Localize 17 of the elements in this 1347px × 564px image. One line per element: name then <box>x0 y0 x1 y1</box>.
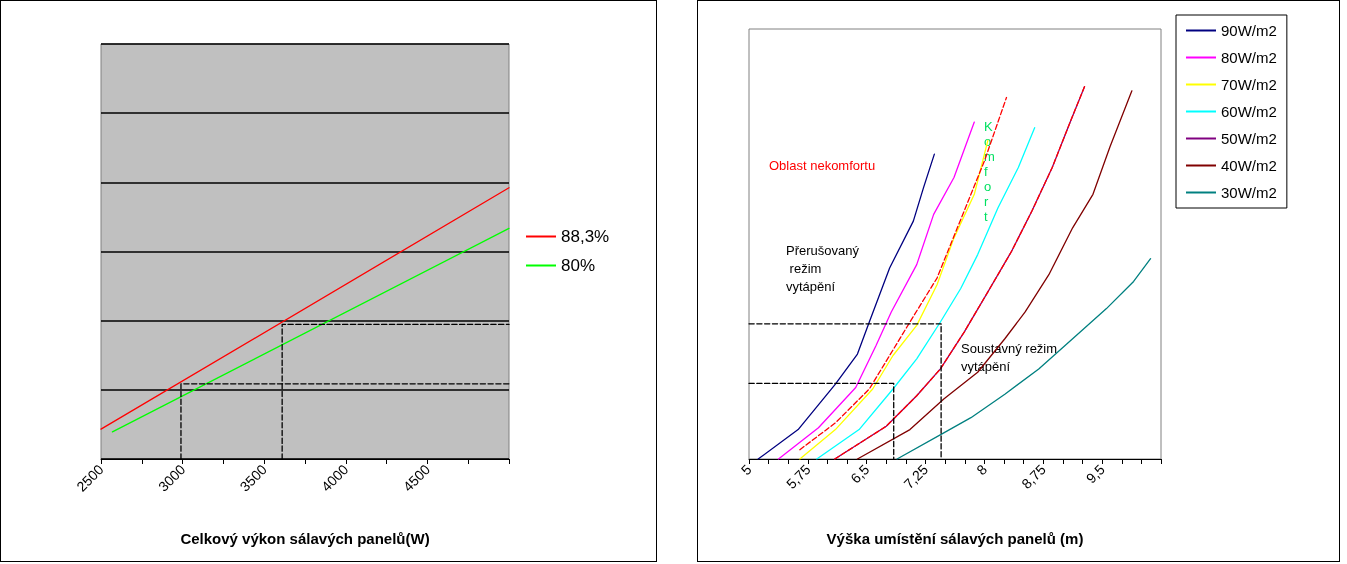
legend-label: 60W/m2 <box>1221 103 1277 120</box>
legend-label: 90W/m2 <box>1221 22 1277 39</box>
x-axis-title: Výška umístění sálavých panelů (m) <box>826 530 1084 547</box>
x-axis-title: Celkový výkon sálavých panelů(W) <box>180 530 430 547</box>
legend-label: 30W/m2 <box>1221 184 1277 201</box>
legend-label: 50W/m2 <box>1221 130 1277 147</box>
x-tick-label: 9,5 <box>1082 461 1108 487</box>
x-tick-label: 5 <box>737 461 755 479</box>
legend-label: 70W/m2 <box>1221 76 1277 93</box>
annotation: Oblast nekomfortu <box>769 157 876 173</box>
legend-label: 80% <box>561 256 596 275</box>
legend-label: 88,3% <box>561 227 610 246</box>
x-tick-label: 6,5 <box>847 461 873 487</box>
legend-label: 40W/m2 <box>1221 157 1277 174</box>
legend-label: 80W/m2 <box>1221 49 1277 66</box>
x-tick-label: 8 <box>973 461 991 479</box>
annotation: Přerušovaný režim vytápění <box>786 242 860 294</box>
